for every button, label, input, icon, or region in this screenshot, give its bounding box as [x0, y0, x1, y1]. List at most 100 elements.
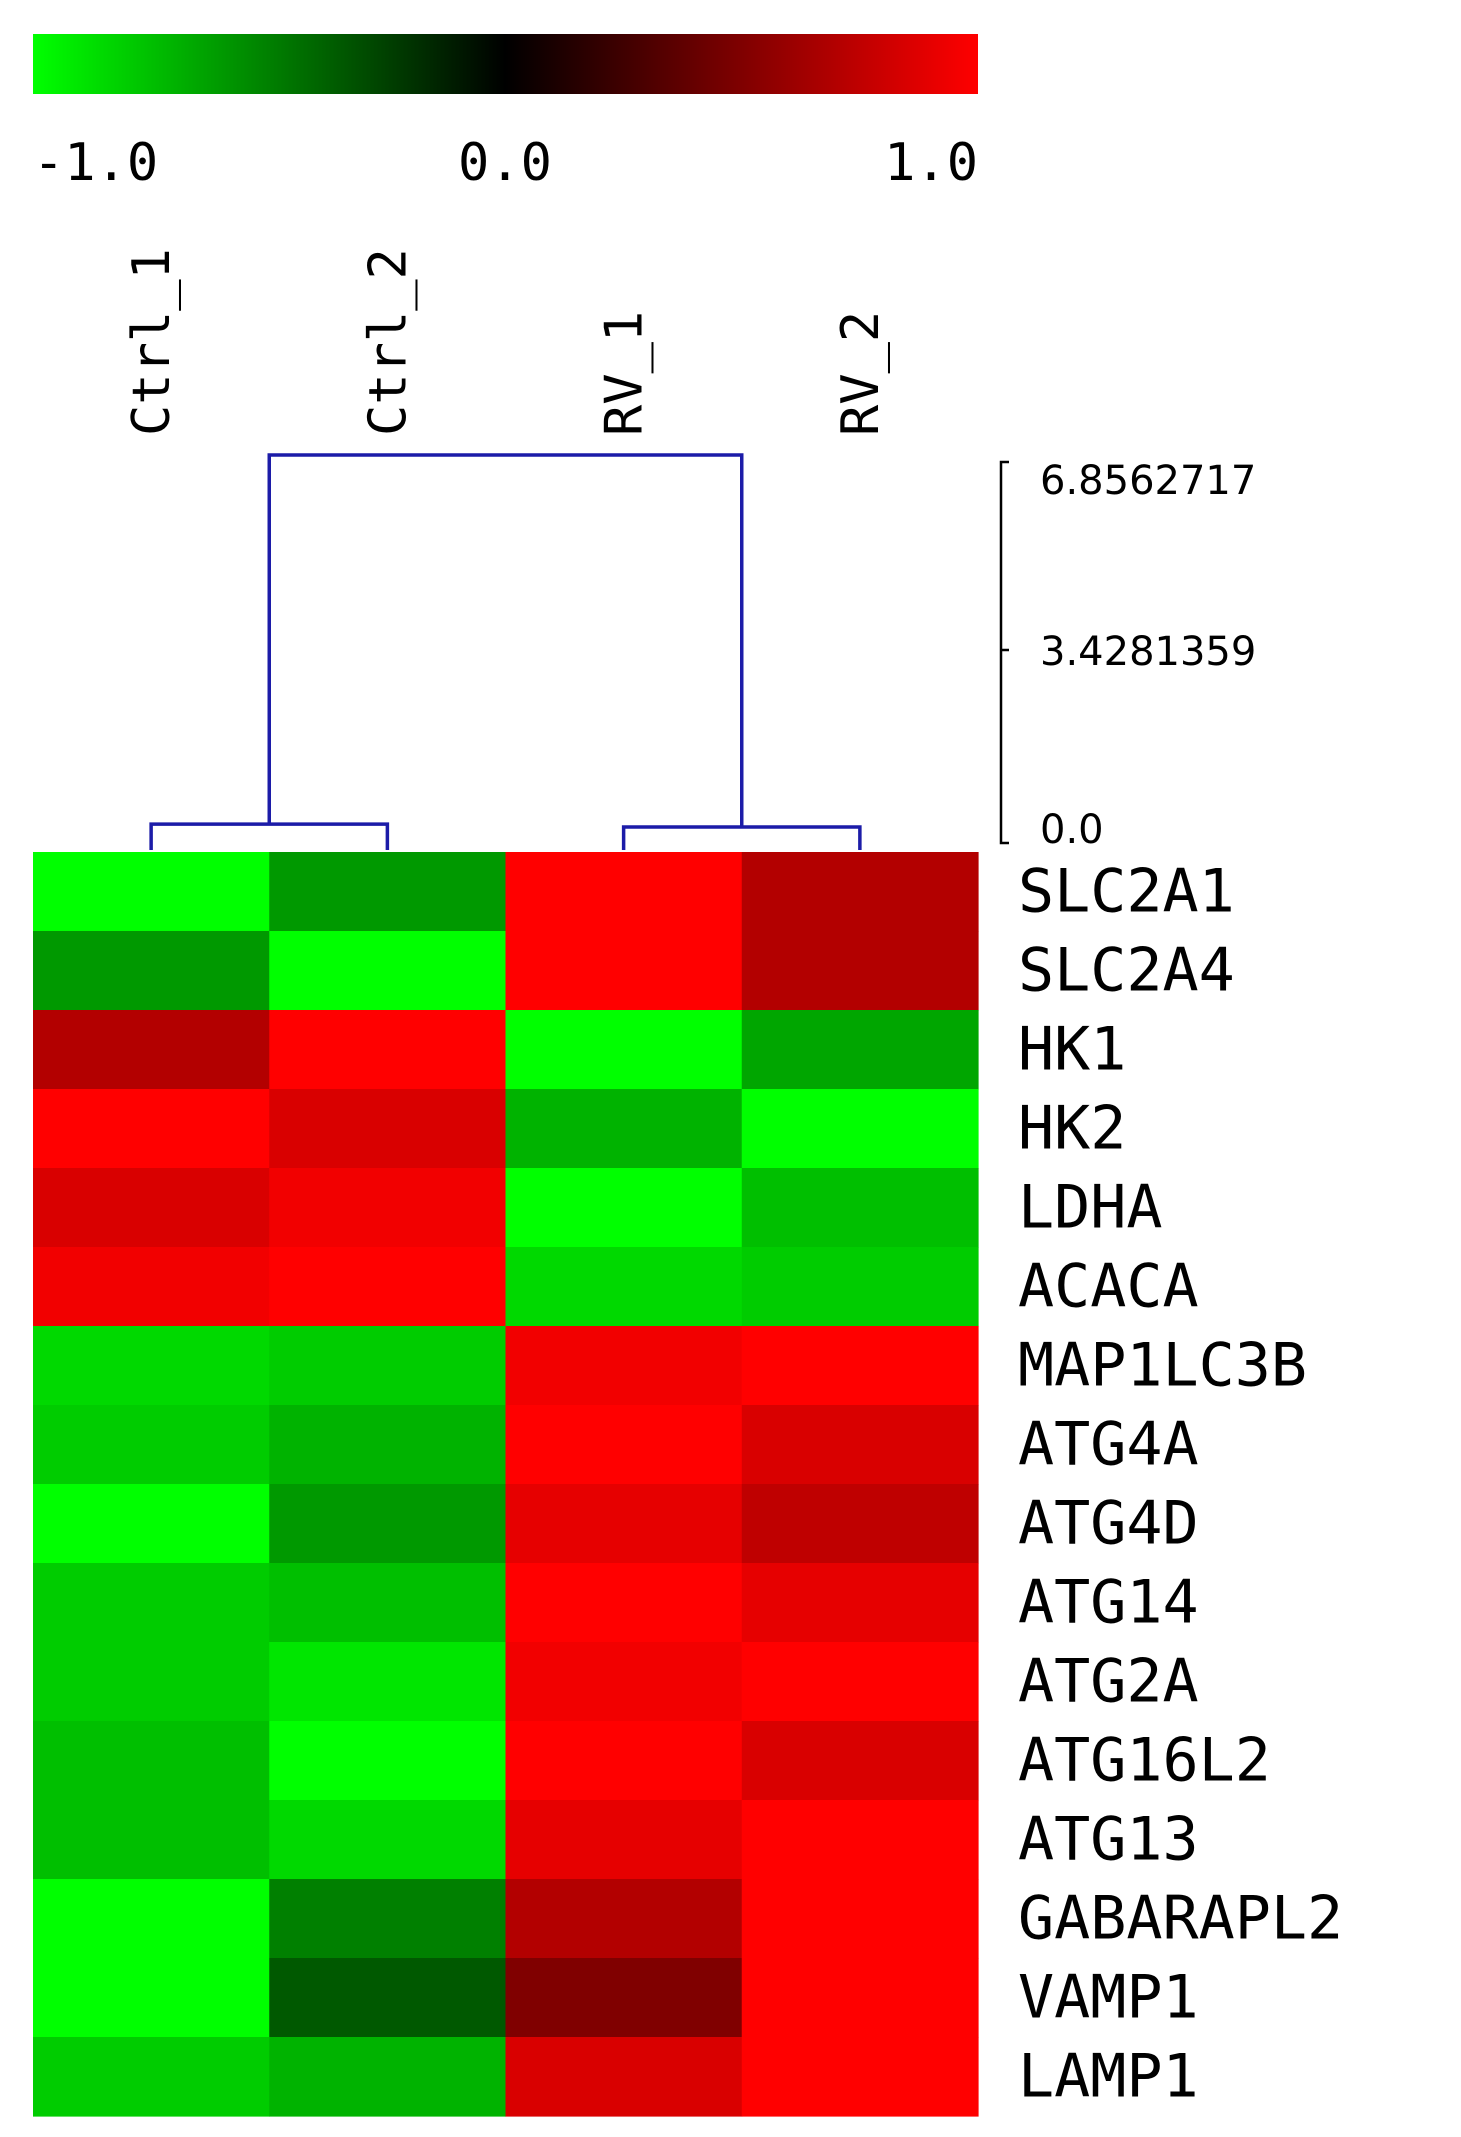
row-label: ATG13 — [1018, 1805, 1199, 1875]
dendrogram-scale-label-mid: 3.4281359 — [1040, 629, 1256, 675]
heatmap-cell — [505, 931, 743, 1011]
colorbar-tick-label-mid: 0.0 — [458, 133, 552, 193]
colorbar-tick-label-min: -1.0 — [33, 133, 158, 193]
heatmap-cell — [269, 1800, 507, 1880]
heatmap-cell — [269, 1879, 507, 1959]
heatmap-cell — [741, 852, 979, 932]
heatmap-cell — [741, 1879, 979, 1959]
heatmap-cells — [33, 852, 979, 2117]
heatmap-cell — [33, 931, 270, 1011]
row-label: SLC2A1 — [1018, 857, 1235, 927]
dendrogram-branch-root — [267, 453, 744, 827]
row-label: ATG4D — [1018, 1489, 1199, 1559]
heatmap-cell — [741, 1010, 979, 1090]
heatmap-cell — [269, 1010, 507, 1090]
heatmap-cell — [505, 1405, 743, 1485]
row-labels: SLC2A1 SLC2A4 HK1 HK2 LDHA ACACA MAP1LC3B ATG4A… — [1018, 857, 1343, 2112]
heatmap-cell — [741, 1800, 979, 1880]
row-label: ACACA — [1018, 1252, 1199, 1322]
row-label: ATG2A — [1018, 1647, 1199, 1717]
heatmap-cell — [741, 1168, 979, 1248]
heatmap-cell — [269, 1405, 507, 1485]
heatmap-cell — [33, 1010, 270, 1090]
heatmap-cell — [33, 852, 270, 932]
heatmap-cell — [741, 1721, 979, 1801]
row-label: ATG4A — [1018, 1410, 1199, 1480]
heatmap-cell — [33, 1168, 270, 1248]
heatmap-cell — [741, 2037, 979, 2117]
dendrogram-scale: 6.8562717 3.4281359 0.0 — [999, 458, 1256, 853]
row-label: MAP1LC3B — [1018, 1331, 1307, 1401]
dendrogram-scale-label-max: 6.8562717 — [1040, 458, 1256, 504]
heatmap-cell — [269, 1721, 507, 1801]
heatmap-cell — [505, 1247, 743, 1327]
heatmap-cell — [741, 1642, 979, 1722]
heatmap-cell — [269, 1168, 507, 1248]
heatmap-cell — [269, 1958, 507, 2038]
heatmap-cell — [33, 1800, 270, 1880]
heatmap-cell — [505, 852, 743, 932]
heatmap-cell — [741, 1484, 979, 1564]
heatmap-cell — [741, 931, 979, 1011]
heatmap-cell — [269, 852, 507, 932]
heatmap-cell — [505, 1168, 743, 1248]
column-labels: Ctrl_1 Ctrl_2 RV_1 RV_2 — [122, 248, 891, 436]
dendrogram-branch-rv — [621, 825, 862, 850]
column-dendrogram — [149, 453, 862, 850]
colorbar-gradient — [33, 34, 978, 94]
heatmap-cell — [505, 1879, 743, 1959]
heatmap-cell — [505, 1563, 743, 1643]
colorbar-tick-label-max: 1.0 — [884, 133, 978, 193]
heatmap-cell — [269, 1563, 507, 1643]
heatmap-cell — [269, 1326, 507, 1406]
heatmap-cell — [269, 931, 507, 1011]
heatmap-cell — [741, 1247, 979, 1327]
heatmap-cell — [269, 1484, 507, 1564]
row-label: LAMP1 — [1018, 2042, 1199, 2112]
column-label: RV_1 — [595, 311, 655, 436]
heatmap-cell — [33, 1247, 270, 1327]
heatmap-cell — [269, 2037, 507, 2117]
row-label: HK2 — [1018, 1094, 1126, 1164]
heatmap-cell — [741, 1405, 979, 1485]
row-label: VAMP1 — [1018, 1963, 1199, 2033]
heatmap-cell — [505, 1010, 743, 1090]
heatmap-cell — [505, 1326, 743, 1406]
row-label: HK1 — [1018, 1015, 1126, 1085]
heatmap-cell — [505, 2037, 743, 2117]
heatmap-cell — [33, 1879, 270, 1959]
heatmap-cell — [33, 1721, 270, 1801]
dendrogram-branch-ctrl — [149, 822, 390, 850]
row-label: GABARAPL2 — [1018, 1884, 1343, 1954]
heatmap-cell — [505, 1958, 743, 2038]
column-label: RV_2 — [831, 311, 891, 436]
heatmap-cell — [741, 1563, 979, 1643]
heatmap-cell — [269, 1642, 507, 1722]
row-label: SLC2A4 — [1018, 936, 1235, 1006]
heatmap-cell — [33, 2037, 270, 2117]
heatmap-cell — [33, 1405, 270, 1485]
row-label: ATG16L2 — [1018, 1726, 1271, 1796]
row-label: ATG14 — [1018, 1568, 1199, 1638]
dendrogram-scale-label-zero: 0.0 — [1040, 807, 1104, 853]
heatmap-cell — [33, 1089, 270, 1169]
heatmap-cell — [33, 1484, 270, 1564]
heatmap-cell — [741, 1958, 979, 2038]
heatmap-cell — [505, 1800, 743, 1880]
heatmap-cell — [269, 1247, 507, 1327]
row-label: LDHA — [1018, 1173, 1163, 1243]
heatmap-cell — [741, 1326, 979, 1406]
heatmap-cell — [505, 1642, 743, 1722]
column-label: Ctrl_2 — [358, 248, 418, 436]
dendrogram-scale-axis — [999, 460, 1009, 845]
column-label: Ctrl_1 — [122, 248, 182, 436]
heatmap-cell — [269, 1089, 507, 1169]
heatmap-cell — [505, 1484, 743, 1564]
heatmap-cell — [33, 1642, 270, 1722]
colorbar: -1.0 0.0 1.0 — [33, 34, 978, 193]
heatmap-cell — [741, 1089, 979, 1169]
heatmap-cell — [33, 1326, 270, 1406]
heatmap-cell — [505, 1721, 743, 1801]
heatmap-cell — [33, 1563, 270, 1643]
